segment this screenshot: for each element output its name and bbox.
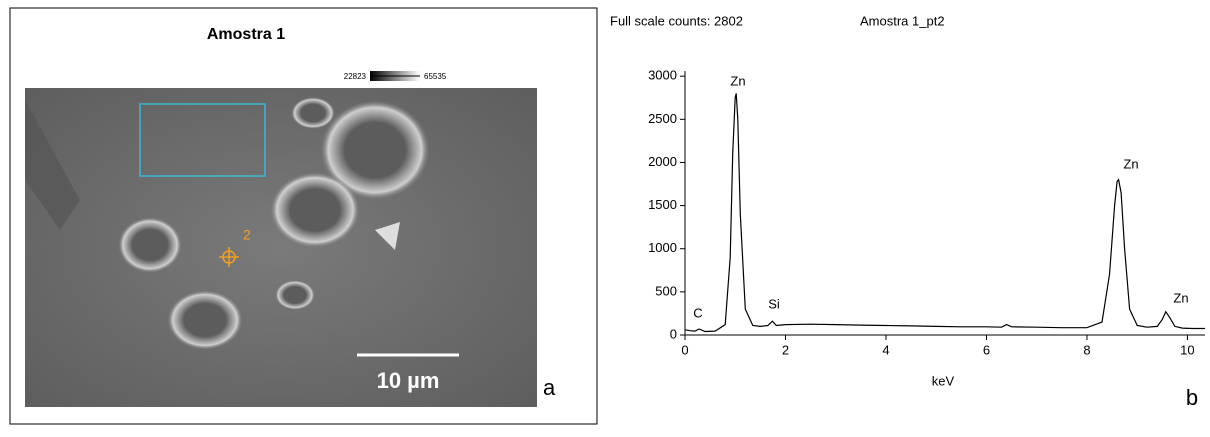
y-tick-label: 0 [670, 326, 677, 341]
chart-title: Full scale counts: 2802 [610, 13, 743, 28]
x-tick-label: 6 [983, 342, 990, 357]
panel-letter: b [1186, 385, 1198, 410]
peak-label: Zn [1173, 290, 1188, 305]
x-tick-label: 4 [882, 342, 889, 357]
peak-label: Zn [730, 73, 745, 88]
x-tick-label: 10 [1180, 342, 1194, 357]
chart-subtitle: Amostra 1_pt2 [860, 13, 945, 28]
x-tick-label: 0 [681, 342, 688, 357]
y-tick-label: 2500 [648, 111, 677, 126]
spectrum-line [684, 93, 1205, 333]
peak-label: C [693, 305, 702, 320]
image-title: Amostra 1 [207, 26, 285, 43]
colorbar-max: 65535 [424, 72, 447, 81]
x-axis-label: keV [932, 373, 955, 388]
y-tick-label: 3000 [648, 68, 677, 83]
peak-label: Si [768, 296, 780, 311]
scale-bar-label: 10 µm [377, 368, 440, 393]
marker-label: 2 [243, 227, 251, 243]
y-tick-label: 500 [655, 283, 677, 298]
peak-label: Zn [1123, 156, 1138, 171]
x-tick-label: 8 [1083, 342, 1090, 357]
y-tick-label: 1500 [648, 197, 677, 212]
sem-image [25, 88, 537, 407]
panel-letter: a [543, 375, 556, 400]
y-tick-label: 1000 [648, 240, 677, 255]
x-tick-label: 2 [782, 342, 789, 357]
y-tick-label: 2000 [648, 154, 677, 169]
colorbar-min: 22823 [344, 72, 367, 81]
